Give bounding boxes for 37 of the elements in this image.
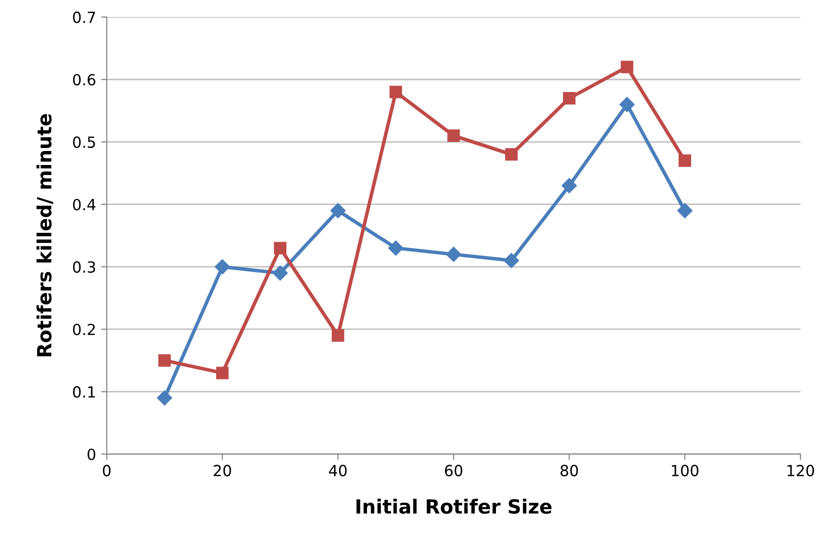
x-tick-label: 20	[214, 464, 232, 476]
point	[505, 148, 518, 161]
y-axis-title: Rotifers killed/ minute	[36, 114, 54, 356]
point	[274, 242, 286, 254]
point	[158, 354, 171, 367]
y-tick-label: 0.3	[73, 261, 96, 273]
x-tick-label: 120	[788, 464, 814, 476]
point	[216, 366, 229, 380]
point	[678, 154, 692, 167]
point	[446, 246, 462, 262]
point	[156, 390, 172, 406]
y-tick-label: 0	[88, 448, 96, 460]
y-tick-label: 0.1	[73, 386, 95, 398]
y-tick-label: 0.2	[73, 324, 95, 336]
point	[562, 178, 577, 194]
y-tick-label: 0.7	[73, 12, 96, 24]
y-tick-label: 0.5	[73, 136, 95, 148]
point	[619, 96, 635, 112]
x-tick-label: 60	[444, 464, 462, 476]
y-tick-label: 0.4	[73, 198, 96, 210]
x-axis-title: Initial Rotifer Size	[356, 498, 552, 514]
x-tick-label: 40	[329, 464, 347, 476]
point	[330, 203, 346, 218]
point	[390, 86, 402, 98]
point	[214, 259, 230, 274]
point	[504, 252, 519, 268]
point	[272, 265, 288, 281]
x-tick-label: 100	[672, 464, 698, 476]
point	[620, 60, 634, 74]
x-tick-label: 0	[102, 464, 111, 476]
point	[562, 92, 576, 104]
y-tick-label: 0.6	[73, 74, 96, 86]
x-tick-label: 80	[560, 464, 578, 476]
point	[447, 129, 460, 142]
point	[332, 329, 344, 342]
point	[677, 203, 692, 218]
point	[388, 240, 404, 256]
